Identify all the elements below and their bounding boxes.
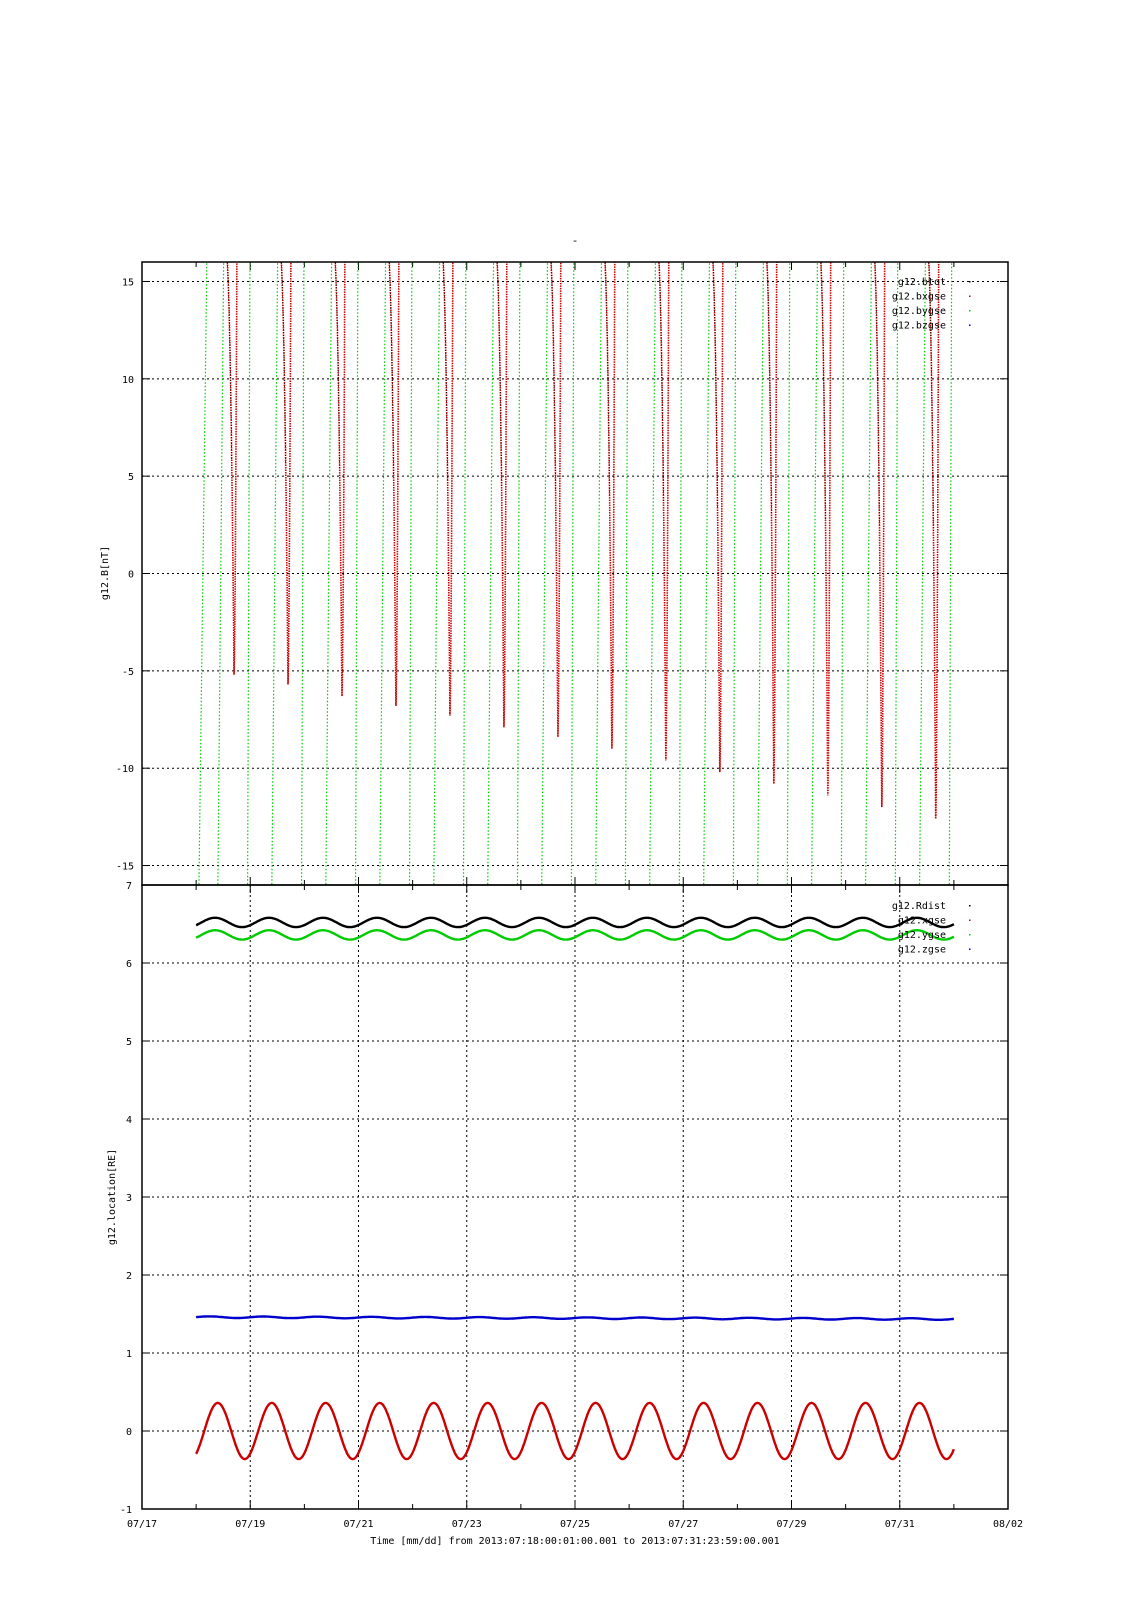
top-y-tick-label: 10 (122, 375, 134, 386)
bottom-legend-label: g12.zgse (898, 945, 946, 956)
bottom-x-tick-label: 07/23 (452, 1519, 482, 1530)
top-y-tick-label: -5 (122, 667, 134, 678)
bxgse-dip-1 (280, 262, 292, 685)
bottom-x-tick-label: 07/27 (668, 1519, 698, 1530)
top-legend-marker (969, 310, 971, 312)
bottom-x-tick-label: 07/29 (776, 1519, 806, 1530)
location-panel: -1 0 1 2 3 4 5 6 7 07/17 07/19 07/21 07/23 07/25 07/2… (107, 881, 1023, 1547)
bottom-y-tick-label: 6 (126, 959, 132, 970)
bottom-y-tick-label: -1 (120, 1505, 132, 1516)
top-panel-y-ticks: -15 -10 -5 0 5 10 15 (116, 262, 1009, 885)
bottom-x-tick-label: 07/17 (127, 1519, 157, 1530)
top-panel-legend: g12.btot g12.bxgse g12.bygse g12.bzgse (892, 277, 971, 332)
bygse-line-b-13 (948, 262, 953, 885)
x-axis-label: Time [mm/dd] from 2013:07:18:00:01:00.00… (370, 1536, 779, 1547)
btot-branch-10 (766, 262, 772, 514)
top-legend-marker (969, 324, 971, 326)
bottom-legend-marker (969, 948, 971, 950)
bottom-y-tick-label: 3 (126, 1193, 132, 1204)
bygse-line-b-3 (408, 262, 413, 885)
bxgse-dip-6 (550, 262, 562, 738)
top-legend-label: g12.btot (898, 277, 946, 288)
top-y-tick-label: -15 (116, 862, 134, 873)
bottom-panel-legend: g12.Rdist g12.xgse g12.ygse g12.zgse (892, 901, 971, 956)
bottom-legend-marker (969, 905, 971, 907)
bottom-panel-grid (142, 885, 1008, 1509)
bottom-y-tick-label: 7 (126, 881, 132, 892)
btot-branch-7 (604, 262, 610, 497)
btot-branch-2 (334, 262, 341, 471)
bottom-legend-marker (969, 934, 971, 936)
top-y-tick-label: 0 (128, 570, 134, 581)
top-y-tick-label: 15 (122, 277, 134, 288)
top-legend-label: g12.bxgse (892, 292, 946, 303)
bxgse-dip-2 (334, 262, 346, 697)
bottom-panel-x-ticks: 07/17 07/19 07/21 07/23 07/25 07/27 07/29 07/31… (127, 885, 1023, 1530)
bxgse-dip-3 (388, 262, 400, 706)
top-data-group (198, 262, 953, 885)
bottom-y-tick-label: 4 (126, 1115, 132, 1126)
bygse-line-b-8 (678, 262, 683, 885)
location-series-g12-xgse (195, 1401, 955, 1461)
location-series-g12-zgse (196, 1315, 954, 1322)
bottom-y-tick-label: 2 (126, 1271, 132, 1282)
btot-branch-8 (658, 262, 664, 503)
chart-title: - (572, 234, 579, 247)
bottom-panel-plot-area (195, 916, 955, 1461)
top-panel-grid (142, 280, 1008, 867)
top-legend-marker (969, 295, 971, 297)
bxgse-dip-5 (496, 262, 508, 728)
btot-branch-9 (712, 262, 718, 509)
bottom-y-tick-label: 1 (126, 1349, 132, 1360)
top-panel-y-label: g12.B[nT] (100, 546, 111, 600)
magnetic-field-panel: -15 -10 -5 0 5 10 15 g12.B[nT] g12.btot g12.bxg… (100, 261, 1009, 886)
top-panel-plot-area (198, 262, 953, 885)
bottom-legend-label: g12.ygse (898, 930, 946, 941)
bxgse-dip-12 (874, 262, 886, 808)
bottom-legend-label: g12.xgse (898, 916, 946, 927)
btot-branch-3 (388, 262, 394, 475)
top-legend-label: g12.bygse (892, 306, 946, 317)
bottom-x-tick-label: 07/31 (885, 1519, 915, 1530)
btot-branch-1 (280, 262, 287, 465)
bottom-panel-y-label: g12.location[RE] (107, 1149, 118, 1245)
bxgse-dip-0 (226, 262, 238, 675)
btot-branch-5 (496, 262, 502, 486)
top-y-tick-label: 5 (128, 472, 134, 483)
bxgse-dip-9 (712, 262, 724, 773)
btot-branch-4 (442, 262, 448, 480)
bottom-x-tick-label: 08/02 (993, 1519, 1023, 1530)
bottom-legend-marker (969, 919, 971, 921)
top-legend-label: g12.bzgse (892, 321, 946, 332)
bottom-x-tick-label: 07/19 (235, 1519, 265, 1530)
bxgse-dip-8 (658, 262, 670, 761)
bxgse-dip-10 (766, 262, 778, 784)
bottom-x-tick-label: 07/21 (343, 1519, 373, 1530)
top-y-tick-label: -10 (116, 764, 134, 775)
bxgse-dip-4 (442, 262, 454, 716)
btot-branch-12 (874, 262, 880, 526)
bottom-y-tick-label: 5 (126, 1037, 132, 1048)
bottom-y-tick-label: 0 (126, 1427, 132, 1438)
location-series-g12-ygse (195, 929, 955, 941)
bxgse-dip-7 (604, 262, 616, 749)
bottom-x-tick-label: 07/25 (560, 1519, 590, 1530)
top-legend-marker (969, 281, 971, 283)
bottom-panel-frame (141, 884, 1009, 1510)
bxgse-dip-11 (820, 262, 832, 796)
location-series-g12-Rdist (195, 916, 955, 929)
bottom-legend-label: g12.Rdist (892, 901, 946, 912)
